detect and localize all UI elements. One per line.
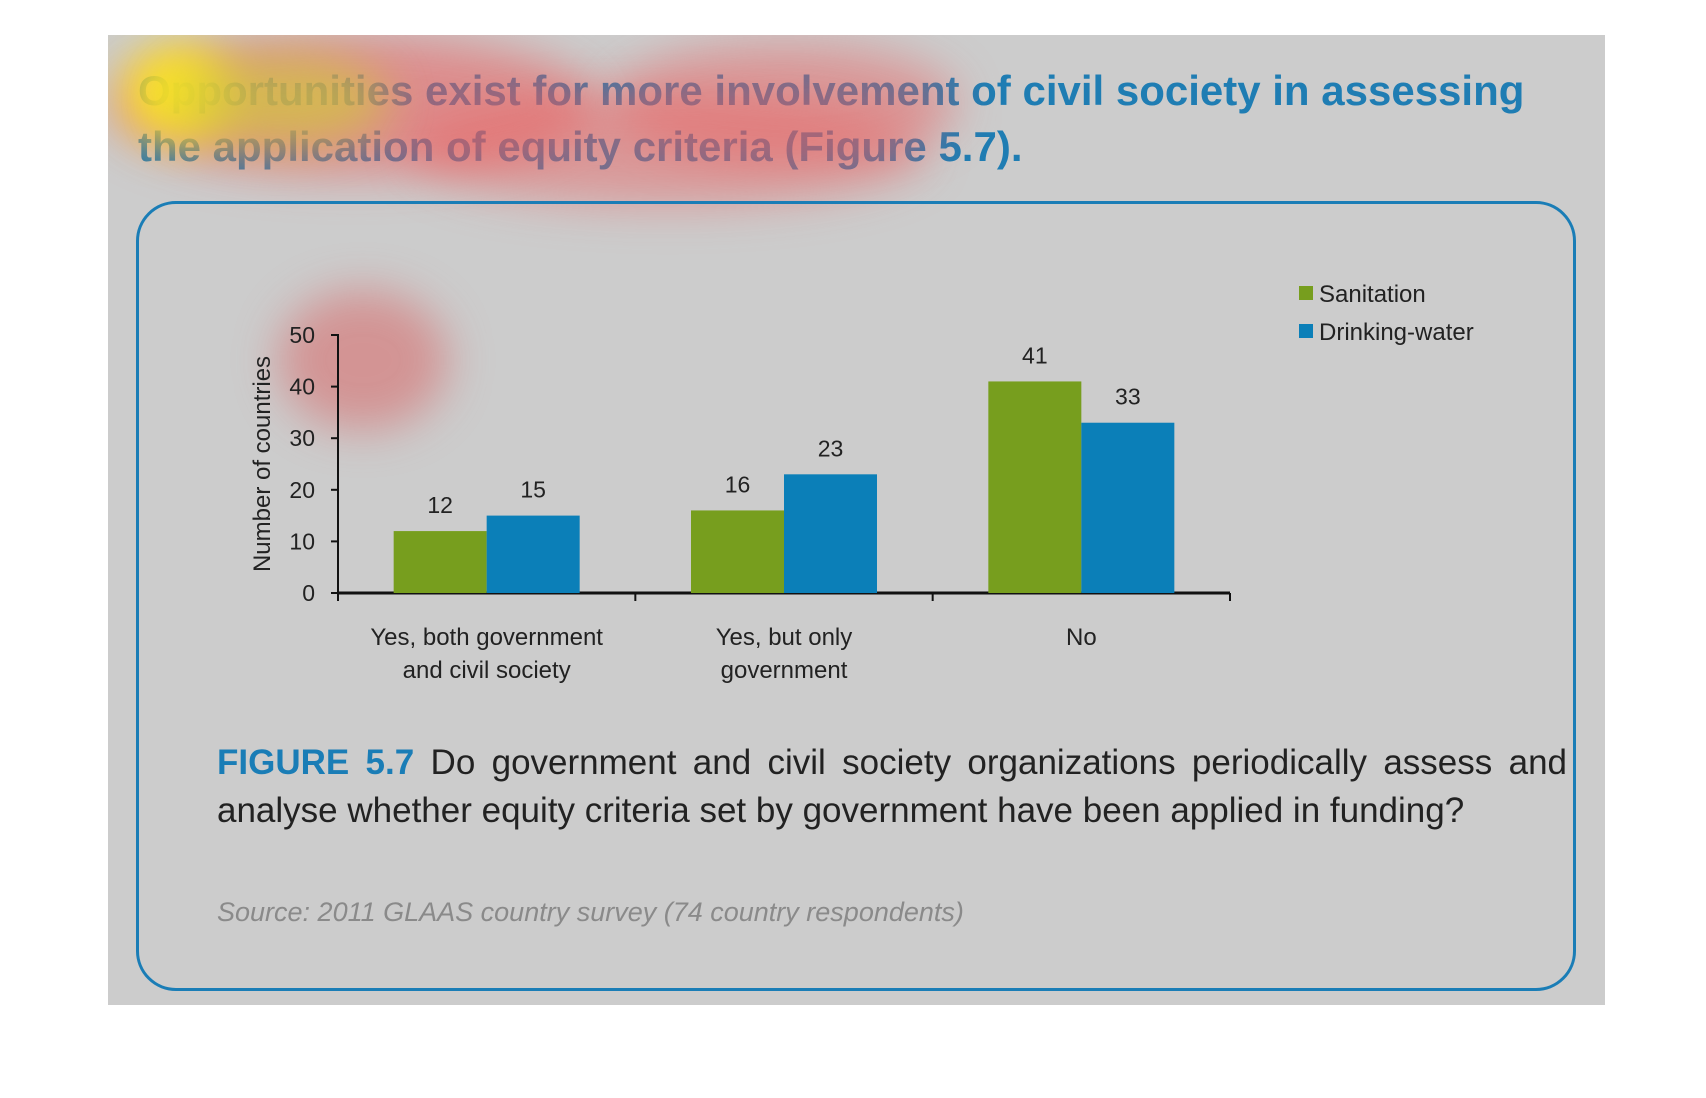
bar-drinking-water (1081, 422, 1175, 593)
y-axis-title: Number of countries (249, 356, 276, 572)
data-label: 16 (725, 471, 751, 497)
y-tick-label: 40 (289, 374, 315, 400)
data-label: 12 (427, 492, 453, 518)
x-category-label: Yes, but only (716, 624, 853, 651)
bar-drinking-water (784, 474, 877, 593)
y-tick-label: 30 (289, 425, 315, 451)
bar-sanitation (393, 531, 487, 593)
x-category-label: Yes, both government (370, 624, 603, 651)
y-tick-label: 20 (289, 477, 315, 503)
figure-label: FIGURE 5.7 (217, 743, 415, 782)
y-tick-label: 0 (302, 580, 315, 606)
x-category-label: government (721, 657, 848, 684)
data-label: 41 (1022, 342, 1048, 368)
legend-label: Sanitation (1319, 281, 1426, 308)
data-label: 15 (520, 477, 546, 503)
bar-drinking-water (486, 515, 580, 593)
y-tick-label: 50 (289, 322, 315, 348)
data-label: 33 (1115, 384, 1141, 410)
legend-swatch (1299, 286, 1313, 300)
source-note: Source: 2011 GLAAS country survey (74 co… (217, 897, 964, 927)
bar-chart: 0 10 20 30 40 50 Number of countries 12 15 Yes, b… (249, 281, 1474, 684)
legend-swatch (1299, 324, 1313, 338)
x-category-label: and civil society (403, 657, 571, 684)
figure-caption-text: Do government and civil society organiza… (217, 743, 1568, 830)
slide: Opportunities exist for more involvement… (108, 35, 1605, 1005)
legend-label: Drinking-water (1319, 319, 1474, 346)
data-label: 23 (818, 435, 844, 461)
bar-sanitation (691, 510, 784, 593)
figure-caption: FIGURE 5.7 Do government and civil socie… (217, 739, 1567, 835)
bar-sanitation (988, 381, 1082, 593)
y-tick-label: 10 (289, 528, 315, 554)
figure-frame: 0 10 20 30 40 50 Number of countries 12 15 Yes, b… (136, 201, 1576, 991)
headline: Opportunities exist for more involvement… (138, 67, 1525, 170)
x-category-label: No (1066, 624, 1097, 651)
